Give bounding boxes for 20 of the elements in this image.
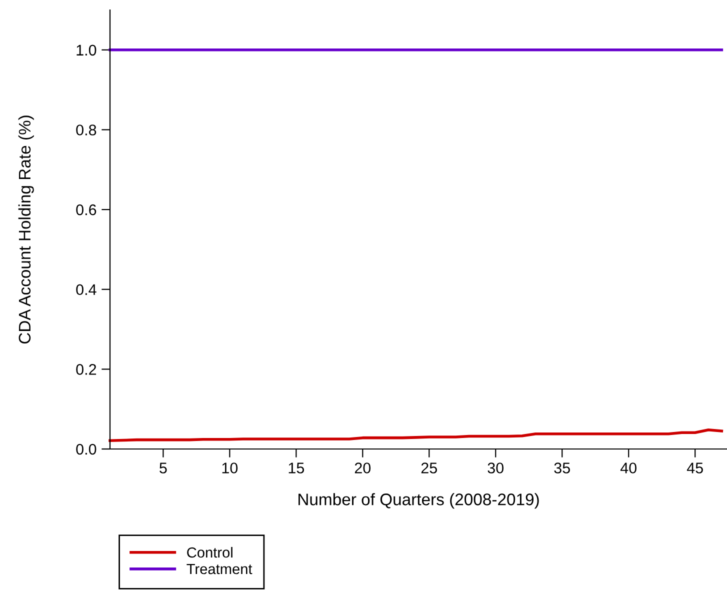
line-series: [108, 428, 724, 442]
x-tick-label: 30: [488, 462, 504, 474]
x-tick-label: 10: [222, 462, 238, 474]
x-tick-label: 45: [686, 462, 703, 474]
y-tick-label: 0.4: [76, 284, 96, 296]
y-tick-label: 0.8: [76, 124, 96, 136]
y-tick-label: 0.2: [76, 364, 96, 375]
x-tick-label: 5: [160, 462, 167, 474]
x-tick-label: 35: [554, 462, 570, 474]
y-axis-title: CDA Account Holding Rate (%): [18, 116, 34, 344]
x-tick-label: 20: [354, 462, 371, 474]
legend-label: Control: [187, 546, 232, 558]
x-tick-label: 40: [620, 462, 636, 474]
x-axis-title: Number of Quarters (2008-2019): [298, 493, 539, 509]
legend-label: Treatment: [186, 564, 252, 574]
x-tick-label: 25: [421, 462, 437, 474]
x-tick-label: 15: [288, 462, 304, 474]
y-tick-label: 0.6: [76, 204, 96, 216]
y-tick-label: 0.0: [76, 444, 96, 455]
y-tick-label: 1.0: [76, 44, 96, 56]
